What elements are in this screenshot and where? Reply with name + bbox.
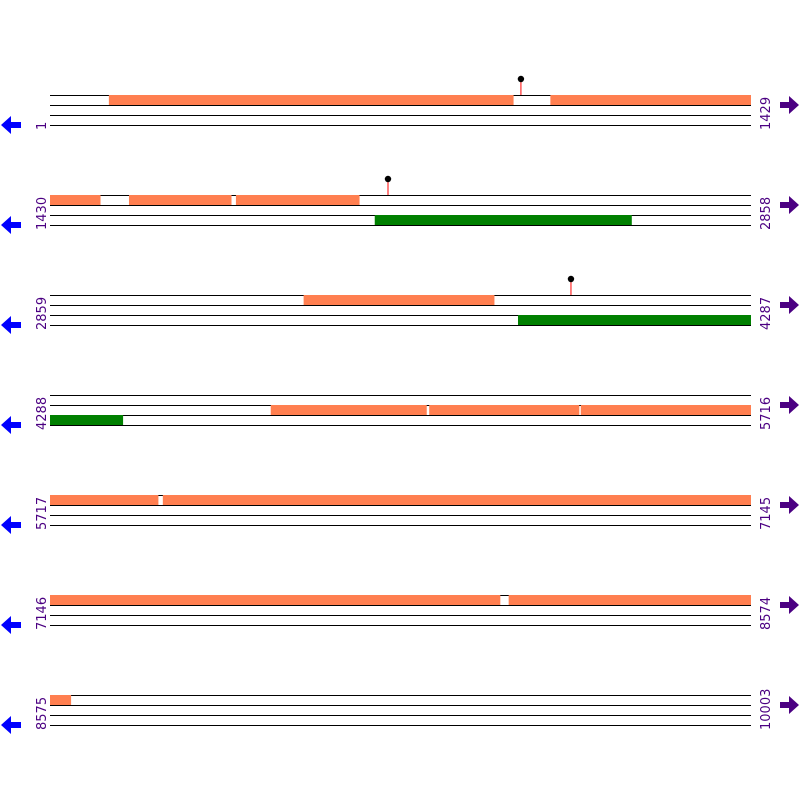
map-row: 5717 7145: [1, 495, 799, 534]
map-row: 7146 8574: [1, 595, 799, 634]
arrow-left-shape: [1, 416, 21, 434]
end-position-label: 4287: [759, 297, 774, 330]
green-feature-segment: [374, 215, 632, 225]
arrow-right-shape: [780, 196, 799, 214]
arrow-right-icon[interactable]: [780, 296, 799, 314]
arrow-right-icon[interactable]: [780, 696, 799, 714]
start-position-label: 4288: [35, 397, 50, 430]
feature-segment: [50, 495, 159, 505]
green-feature-segment: [517, 315, 751, 325]
feature-segment: [162, 495, 751, 505]
arrow-right-shape: [780, 696, 799, 714]
arrow-left-shape: [1, 716, 21, 734]
arrow-left-shape: [1, 116, 21, 134]
start-position-label: 5717: [35, 497, 50, 530]
feature-segment: [303, 295, 495, 305]
arrow-left-shape: [1, 216, 21, 234]
start-position-label: 2859: [35, 297, 50, 330]
feature-segment: [50, 695, 72, 705]
end-position-label: 10003: [759, 689, 774, 730]
map-row: 8575 10003: [1, 689, 799, 734]
arrow-right-shape: [780, 96, 799, 114]
start-position-label: 7146: [35, 597, 50, 630]
end-position-label: 1429: [759, 97, 774, 130]
arrow-right-icon[interactable]: [780, 396, 799, 414]
arrow-right-icon[interactable]: [780, 196, 799, 214]
arrow-left-icon[interactable]: [1, 316, 21, 334]
arrow-right-icon[interactable]: [780, 496, 799, 514]
end-position-label: 2858: [759, 197, 774, 230]
start-position-label: 1: [35, 122, 50, 130]
end-position-label: 5716: [759, 397, 774, 430]
feature-segment: [108, 95, 514, 105]
arrow-left-icon[interactable]: [1, 116, 21, 134]
feature-segment: [235, 195, 360, 205]
arrow-right-icon[interactable]: [780, 96, 799, 114]
arrow-right-shape: [780, 296, 799, 314]
arrow-left-icon[interactable]: [1, 716, 21, 734]
arrow-right-shape: [780, 596, 799, 614]
arrow-right-shape: [780, 396, 799, 414]
green-feature-segment: [50, 415, 124, 425]
end-position-label: 7145: [759, 497, 774, 530]
feature-segment: [270, 405, 427, 415]
arrow-left-icon[interactable]: [1, 216, 21, 234]
arrow-left-shape: [1, 316, 21, 334]
feature-segment: [50, 195, 101, 205]
map-row: 1430 2858: [1, 175, 799, 234]
arrow-left-icon[interactable]: [1, 516, 21, 534]
arrow-right-shape: [780, 496, 799, 514]
arrow-left-icon[interactable]: [1, 416, 21, 434]
feature-segment: [508, 595, 751, 605]
start-position-label: 1430: [35, 197, 50, 230]
map-row: 2859 4287: [1, 275, 799, 334]
end-position-label: 8574: [759, 597, 774, 630]
arrow-left-shape: [1, 616, 21, 634]
arrow-right-icon[interactable]: [780, 596, 799, 614]
feature-segment: [128, 195, 232, 205]
arrow-left-icon[interactable]: [1, 616, 21, 634]
feature-segment: [580, 405, 751, 415]
marker-head: [384, 175, 392, 183]
marker-head: [517, 75, 525, 83]
map-row: 1 1429: [1, 75, 799, 134]
feature-segment: [50, 595, 501, 605]
feature-segment: [550, 95, 751, 105]
arrow-left-shape: [1, 516, 21, 534]
marker-head: [567, 275, 575, 283]
feature-segment: [429, 405, 580, 415]
start-position-label: 8575: [35, 697, 50, 730]
map-row: 4288 5716: [1, 395, 799, 434]
